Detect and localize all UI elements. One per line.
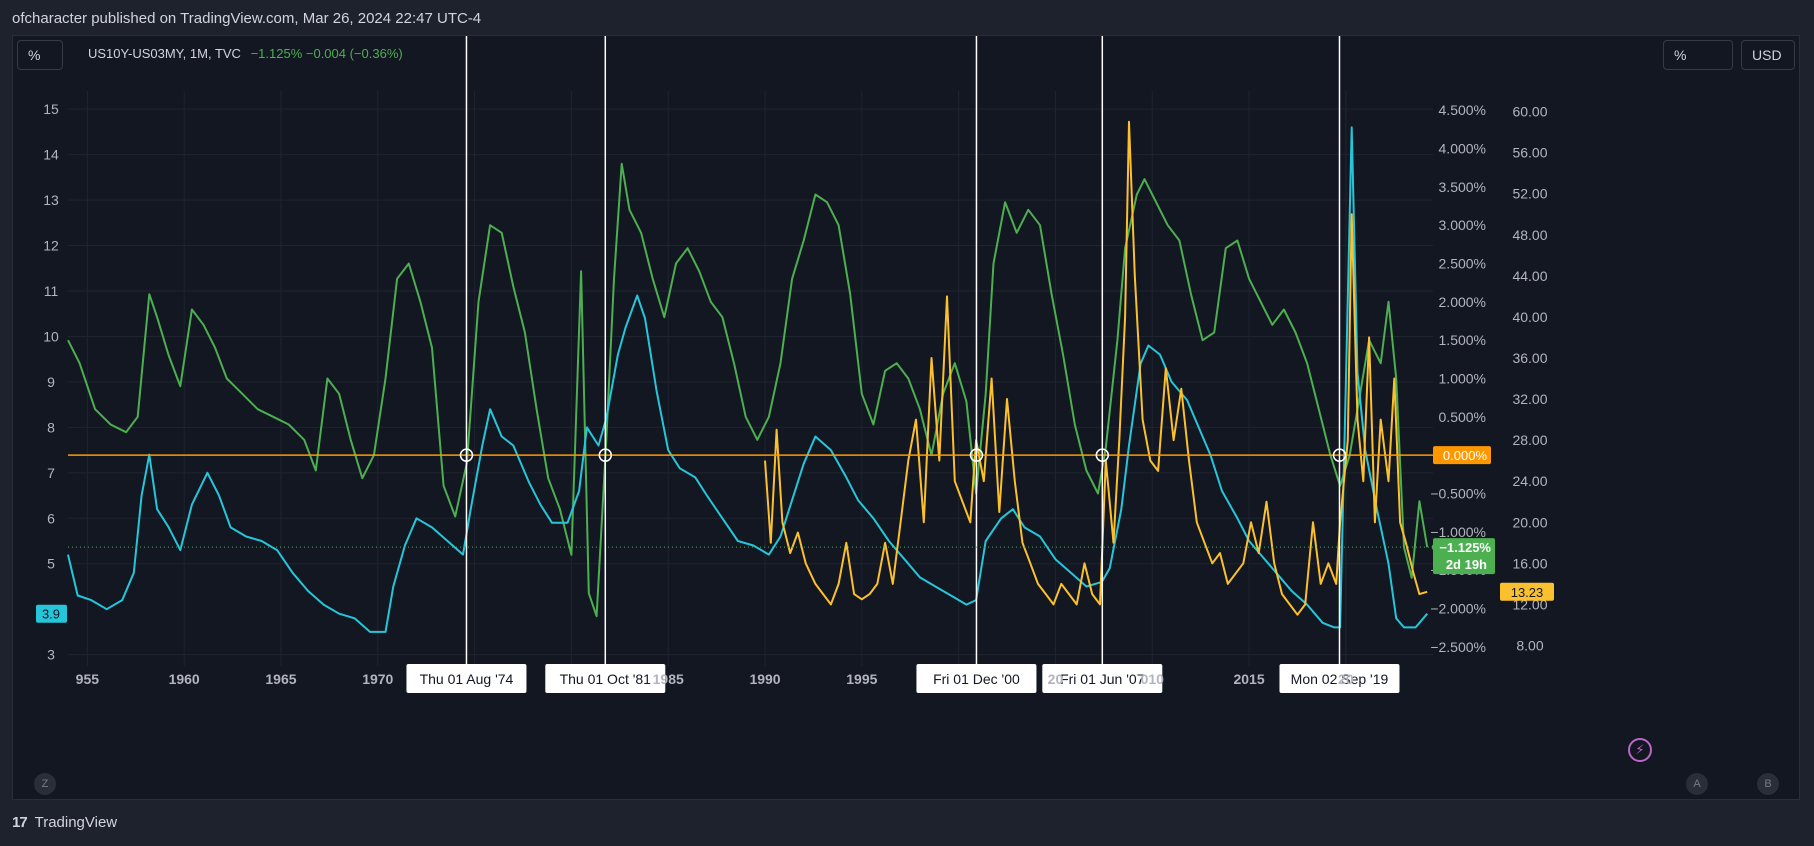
right-scale-unit-button[interactable]: % — [1663, 40, 1733, 70]
x-axis-tick-label: 955 — [76, 671, 100, 687]
right-axis-tick-label: 16.00 — [1512, 555, 1547, 571]
right-axis-tick-label: 60.00 — [1512, 104, 1547, 120]
auto-scale-button[interactable]: A — [1686, 773, 1708, 795]
marker-date-box — [1042, 664, 1163, 693]
left-scale-unit-button[interactable]: % — [17, 40, 63, 70]
right-axis-tick-label: 44.00 — [1512, 268, 1547, 284]
left-axis-tick-label: 14 — [43, 147, 59, 163]
series-layer — [67, 120, 1429, 633]
percent-axis-tick-label: −1.000% — [1430, 524, 1486, 540]
x-axis-tick-label: 1970 — [362, 671, 393, 687]
zero-price-label: 0.000% — [1443, 448, 1488, 463]
left-axis-tick-label: 7 — [47, 465, 55, 481]
green-price-label: −1.125% — [1439, 540, 1491, 555]
x-axis-tick-label: 010 — [1141, 671, 1165, 687]
yellow-price-label: 13.23 — [1511, 585, 1544, 600]
marker-date-label: Thu 01 Oct '81 — [560, 671, 652, 687]
series-line-2 — [764, 120, 1428, 616]
series-line-1 — [67, 126, 1428, 633]
chart-svg[interactable]: Thu 01 Aug '74 Thu 01 Oct '81 Fri 01 Dec '… — [13, 36, 1801, 801]
percent-axis-tick-label: 2.500% — [1439, 256, 1486, 272]
cyan-price-box — [36, 604, 67, 623]
chart-area[interactable]: Thu 01 Aug '74 Thu 01 Oct '81 Fri 01 Dec '… — [12, 35, 1800, 800]
marker-circle — [459, 448, 474, 462]
symbol-legend[interactable]: US10Y-US03MY, 1M, TVC −1.125% −0.004 (−0… — [88, 46, 403, 61]
percent-axis-tick-label: 1.500% — [1439, 332, 1486, 348]
left-axis-tick-label: 15 — [43, 101, 59, 117]
marker-date-label: Fri 01 Dec '00 — [933, 671, 1020, 687]
axis-layer: 15 14 13 12 11 10 9 8 7 6 5 3 4.500% 4.000% 3.500% 3.00… — [36, 101, 1554, 687]
percent-axis-tick-label: −0.500% — [1430, 486, 1486, 502]
grid-layer — [68, 91, 1433, 666]
x-axis-tick-label: 2015 — [1233, 671, 1264, 687]
right-axis-tick-label: 28.00 — [1512, 432, 1547, 448]
x-axis-tick-label: 1960 — [169, 671, 200, 687]
right-axis-tick-label: 52.00 — [1512, 186, 1547, 202]
marker-circle — [1332, 448, 1347, 462]
x-axis-tick-label: 1965 — [265, 671, 296, 687]
left-axis-tick-label: 13 — [43, 192, 59, 208]
marker-date-box — [916, 664, 1037, 693]
marker-layer: Thu 01 Aug '74 Thu 01 Oct '81 Fri 01 Dec '… — [68, 36, 1439, 693]
currency-unit-button[interactable]: USD — [1741, 40, 1795, 70]
tradingview-brand[interactable]: 17 TradingView — [12, 814, 117, 834]
marker-date-box — [406, 664, 527, 693]
marker-date-label: Fri 01 Jun '07 — [1060, 671, 1145, 687]
x-axis-tick-label: 1995 — [846, 671, 877, 687]
x-axis-tick-label: 1985 — [653, 671, 684, 687]
marker-date-box — [1279, 664, 1400, 693]
publication-attribution: ofcharacter published on TradingView.com… — [12, 10, 482, 27]
marker-date-label: Thu 01 Aug '74 — [420, 671, 514, 687]
x-axis-tick-label: 20 — [1048, 671, 1064, 687]
green-price-sublabel: 2d 19h — [1446, 557, 1487, 572]
right-axis-tick-label: 8.00 — [1516, 637, 1543, 653]
left-axis-tick-label: 8 — [47, 419, 55, 435]
left-axis-tick-label: 3 — [47, 647, 55, 663]
right-axis-tick-label: 48.00 — [1512, 227, 1547, 243]
right-axis-tick-label: 24.00 — [1512, 473, 1547, 489]
percent-axis-tick-label: 1.000% — [1439, 371, 1486, 387]
marker-date-label: Mon 02 Sep '19 — [1291, 671, 1389, 687]
percent-axis-tick-label: −2.000% — [1430, 601, 1486, 617]
right-axis-tick-label: 32.00 — [1512, 391, 1547, 407]
yellow-price-box — [1500, 582, 1554, 601]
x-axis-tick-label: 20 — [1338, 671, 1354, 687]
right-axis-tick-label: 56.00 — [1512, 145, 1547, 161]
left-axis-tick-label: 11 — [44, 283, 59, 299]
left-axis-tick-label: 5 — [47, 556, 55, 572]
left-axis-tick-label: 10 — [43, 328, 59, 344]
right-axis-tick-label: 20.00 — [1512, 514, 1547, 530]
marker-circle — [1095, 448, 1110, 462]
percent-axis-tick-label: −2.500% — [1430, 639, 1486, 655]
green-price-box — [1433, 538, 1495, 575]
scale-b-button[interactable]: B — [1757, 773, 1779, 795]
x-axis-tick-label: 1990 — [749, 671, 780, 687]
left-axis-tick-label: 12 — [43, 238, 59, 254]
flash-icon[interactable]: ⚡ — [1628, 738, 1652, 762]
cyan-price-label: 3.9 — [42, 607, 60, 622]
marker-circle — [969, 448, 984, 462]
marker-circle — [598, 448, 613, 462]
percent-axis-tick-label: 0.500% — [1439, 409, 1486, 425]
percent-axis-tick-label: 3.000% — [1439, 217, 1486, 233]
tradingview-logo-icon: 17 — [12, 814, 28, 831]
right-axis-tick-label: 40.00 — [1512, 309, 1547, 325]
percent-axis-tick-label: 3.500% — [1439, 179, 1486, 195]
right-axis-tick-label: 36.00 — [1512, 350, 1547, 366]
legend-symbol: US10Y-US03MY, 1M, TVC — [88, 46, 241, 61]
brand-name: TradingView — [34, 814, 118, 831]
left-axis-tick-label: 9 — [47, 374, 55, 390]
percent-axis-tick-label: 2.000% — [1439, 294, 1486, 310]
left-axis-tick-label: 6 — [47, 510, 55, 526]
marker-date-box — [545, 664, 666, 693]
legend-values: −1.125% −0.004 (−0.36%) — [250, 46, 403, 61]
zero-price-box — [1433, 446, 1491, 465]
percent-axis-tick-label: 4.500% — [1439, 102, 1486, 118]
series-line-0 — [67, 162, 1429, 618]
zoom-button[interactable]: Z — [34, 773, 56, 795]
percent-axis-tick-label: 4.000% — [1439, 141, 1486, 157]
